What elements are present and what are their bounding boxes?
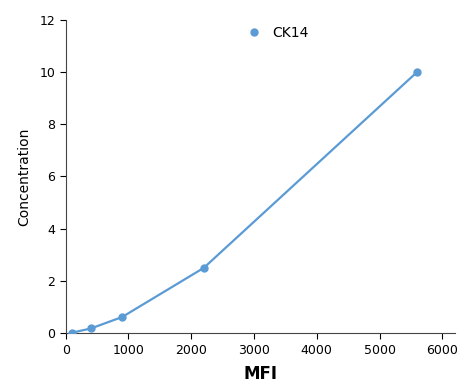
Line: CK14: CK14 bbox=[68, 68, 421, 336]
CK14 bbox=[415, 69, 420, 74]
CK14 bbox=[69, 330, 75, 335]
CK14 bbox=[119, 315, 125, 319]
CK14 bbox=[88, 326, 94, 331]
CK14 bbox=[201, 265, 207, 270]
X-axis label: MFI: MFI bbox=[243, 365, 277, 383]
Legend: CK14: CK14 bbox=[236, 20, 314, 45]
Y-axis label: Concentration: Concentration bbox=[17, 127, 31, 225]
